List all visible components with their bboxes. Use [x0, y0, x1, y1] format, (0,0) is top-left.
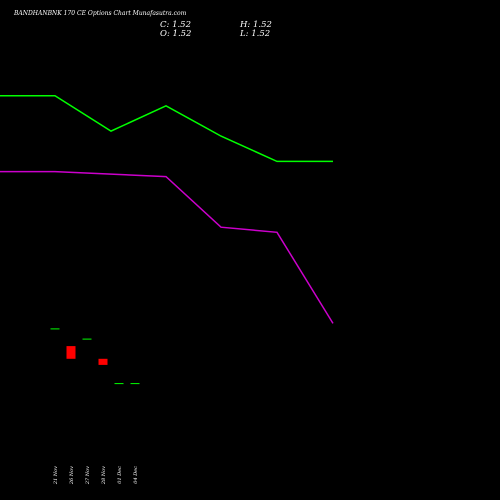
x-tick-label: 28 Nov: [101, 466, 107, 485]
close-value: C: 1.52: [160, 20, 191, 30]
candle-26-nov: [66, 346, 76, 359]
high-value: H: 1.52: [240, 20, 272, 30]
candle-04-dec: [130, 383, 140, 385]
x-tick-label: 01 Dec: [117, 466, 123, 484]
x-tick-label: 21 Nov: [53, 466, 59, 485]
low-value: L: 1.52: [240, 29, 271, 39]
x-tick-label: 26 Nov: [69, 466, 75, 485]
candle-01-dec: [114, 383, 124, 385]
open-value: O: 1.52: [160, 29, 192, 39]
x-tick-label: 04 Dec: [133, 466, 139, 484]
x-tick-label: 27 Nov: [85, 466, 91, 485]
candle-21-nov: [50, 328, 60, 330]
indicator-line-1: [0, 94, 333, 163]
chart-title: BANDHANBNK 170 CE Options Chart Munafasu…: [14, 10, 187, 17]
candle-27-nov: [82, 338, 92, 340]
indicator-line-2: [0, 170, 334, 324]
candle-28-nov: [98, 358, 108, 365]
